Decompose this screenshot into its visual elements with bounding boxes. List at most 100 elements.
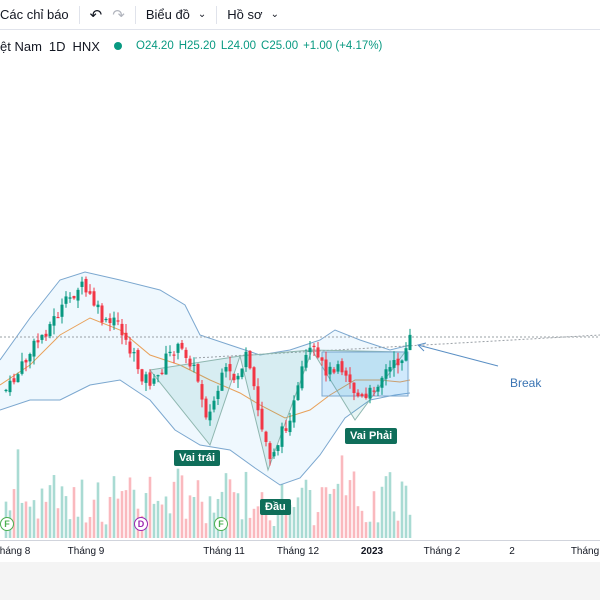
close-label: C	[261, 40, 270, 52]
volume-bar	[324, 487, 328, 538]
candle-body	[116, 320, 120, 322]
volume-bar	[384, 476, 388, 538]
toolbar-divider	[216, 5, 218, 24]
candle-body	[112, 317, 116, 326]
volume-bar	[344, 495, 348, 538]
price-chart[interactable]	[0, 0, 600, 540]
candle-body	[124, 332, 128, 340]
candle-body	[260, 408, 264, 430]
volume-bar	[316, 512, 320, 538]
volume-bar	[320, 487, 324, 538]
candle-body	[380, 377, 384, 388]
time-axis[interactable]: Tháng 8 Tháng 9 Tháng 11 Tháng 12 2023 T…	[0, 540, 600, 562]
volume-bar	[184, 518, 188, 538]
candle-body	[264, 431, 268, 442]
symbol-interval[interactable]: 1D	[48, 38, 66, 54]
candle-body	[240, 368, 244, 378]
candle-body	[408, 334, 412, 351]
dividend-event-icon[interactable]: D	[134, 517, 148, 531]
volume-bar	[284, 509, 288, 538]
volume-bar	[152, 503, 156, 538]
candle-body	[56, 316, 60, 319]
undo-button[interactable]: ↶	[82, 0, 111, 30]
upper-band-line	[0, 271, 411, 361]
chart-menu-label: Biểu đồ	[145, 7, 190, 22]
candle-body	[76, 289, 80, 301]
volume-bar	[368, 521, 372, 538]
candle-body	[368, 387, 372, 399]
volume-bar	[56, 508, 60, 538]
volume-bar	[204, 523, 208, 538]
volume-bar	[372, 491, 376, 538]
earnings-event-icon[interactable]: F	[214, 517, 228, 531]
candle-body	[208, 411, 212, 421]
candle-body	[4, 389, 8, 392]
redo-icon: ↷	[112, 6, 125, 24]
candle-body	[196, 364, 200, 382]
volume-bar	[148, 476, 152, 538]
volume-bar	[128, 477, 132, 538]
redo-button[interactable]: ↷	[110, 0, 133, 30]
chart-menu-button[interactable]: Biểu đồ ⌄	[138, 0, 214, 30]
volume-bar	[196, 480, 200, 538]
candle-body	[136, 350, 140, 370]
candle-body	[324, 359, 328, 376]
candle-body	[52, 316, 56, 326]
right-shoulder-shape	[311, 349, 406, 421]
candle-body	[132, 352, 136, 354]
left-shoulder-label[interactable]: Vai trái	[174, 450, 221, 466]
volume-bar	[88, 516, 92, 538]
right-shoulder-label[interactable]: Vai Phải	[345, 428, 398, 444]
volume-bar	[292, 507, 296, 538]
candle-body	[128, 341, 132, 354]
candle-body	[296, 385, 300, 401]
candle-body	[152, 378, 156, 384]
candle-body	[404, 348, 408, 361]
low-number: 24.00	[227, 40, 256, 52]
time-tick: Tháng 2	[423, 546, 461, 557]
low-label: L	[220, 40, 228, 52]
volume-bar	[332, 488, 336, 538]
volume-bar	[348, 480, 352, 538]
volume-bar	[388, 472, 392, 538]
volume-bar	[40, 488, 44, 538]
volume-bar	[92, 499, 96, 538]
volume-bar	[360, 510, 364, 538]
break-arrow-head	[417, 342, 427, 352]
volume-bar	[268, 520, 272, 538]
candle-body	[24, 360, 28, 363]
volume-bar	[208, 496, 212, 538]
volume-bar	[32, 500, 36, 538]
profile-menu-button[interactable]: Hồ sơ ⌄	[219, 0, 287, 30]
earnings-event-icon[interactable]: F	[0, 517, 14, 531]
candle-body	[348, 374, 352, 383]
time-tick: Tháng 9	[67, 546, 105, 557]
candle-body	[312, 345, 316, 348]
candle-body	[284, 428, 288, 431]
indicators-button[interactable]: Các chỉ báo	[0, 0, 77, 30]
volume-bar	[296, 497, 300, 538]
top-toolbar: Các chỉ báo ↶ ↷ Biểu đồ ⌄ Hồ sơ ⌄	[0, 0, 600, 30]
symbol-legend: ệt Nam 1D HNX O24.20 H25.20 L24.00 C25.0…	[0, 36, 387, 56]
candle-body	[72, 295, 76, 299]
symbol-exchange[interactable]: HNX	[72, 38, 100, 54]
volume-bar	[308, 490, 312, 538]
volume-bar	[84, 522, 88, 538]
volume-bar	[16, 449, 20, 538]
profile-menu-label: Hồ sơ	[227, 7, 263, 22]
volume-bar	[112, 476, 116, 538]
high-number: 25.20	[187, 40, 216, 52]
volume-bar	[176, 468, 180, 538]
volume-bar	[164, 496, 168, 538]
high-value: H25.20	[179, 40, 216, 52]
high-label: H	[178, 40, 188, 52]
candle-body	[288, 420, 292, 433]
volume-bar	[404, 485, 408, 538]
volume-bar	[48, 485, 52, 538]
volume-bar	[124, 490, 128, 538]
symbol-name[interactable]: ệt Nam	[0, 38, 42, 54]
candle-body	[232, 373, 236, 381]
break-label[interactable]: Break	[510, 376, 542, 390]
head-label[interactable]: Đầu	[260, 499, 291, 515]
candle-body	[320, 357, 324, 361]
